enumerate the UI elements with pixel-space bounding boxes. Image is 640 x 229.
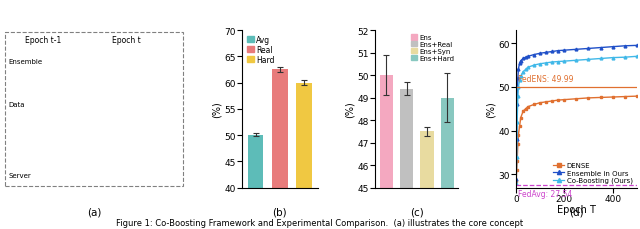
DENSE bbox=[524, 106, 532, 109]
Ensemble in Ours bbox=[633, 45, 640, 48]
Co-Boosting (Ours) bbox=[536, 63, 544, 66]
Y-axis label: (%): (%) bbox=[485, 101, 495, 118]
DENSE bbox=[513, 180, 520, 183]
Co-Boosting (Ours) bbox=[548, 61, 556, 64]
Legend: Avg, Real, Hard: Avg, Real, Hard bbox=[246, 35, 275, 65]
DENSE bbox=[621, 96, 628, 98]
DENSE bbox=[516, 125, 524, 128]
Co-Boosting (Ours) bbox=[561, 60, 568, 63]
Ensemble in Ours bbox=[517, 60, 525, 63]
Text: Epoch t: Epoch t bbox=[112, 36, 141, 45]
DENSE bbox=[542, 101, 550, 104]
Bar bbox=[296, 83, 312, 229]
Line: Ensemble in Ours: Ensemble in Ours bbox=[515, 45, 638, 180]
DENSE bbox=[519, 110, 527, 113]
Ensemble in Ours bbox=[554, 50, 562, 53]
DENSE bbox=[609, 96, 616, 99]
Bar bbox=[440, 98, 454, 229]
Co-Boosting (Ours) bbox=[517, 75, 525, 78]
Co-Boosting (Ours) bbox=[633, 56, 640, 58]
DENSE bbox=[584, 97, 592, 100]
DENSE bbox=[536, 102, 544, 105]
DENSE bbox=[633, 95, 640, 98]
Bar bbox=[272, 70, 288, 229]
Ensemble in Ours bbox=[596, 47, 604, 50]
Line: Co-Boosting (Ours): Co-Boosting (Ours) bbox=[515, 56, 638, 185]
Ensemble in Ours bbox=[519, 58, 527, 61]
Co-Boosting (Ours) bbox=[524, 67, 532, 69]
DENSE bbox=[522, 108, 529, 111]
Ensemble in Ours bbox=[524, 56, 532, 58]
Bar bbox=[380, 76, 393, 229]
Co-Boosting (Ours) bbox=[573, 60, 580, 62]
Ensemble in Ours bbox=[584, 48, 592, 51]
DENSE bbox=[554, 99, 562, 102]
Line: DENSE: DENSE bbox=[515, 95, 638, 183]
DENSE bbox=[530, 104, 538, 106]
DENSE bbox=[513, 169, 520, 172]
Text: Figure 1: Co-Boosting Framework and Experimental Comparison.  (a) illustrates th: Figure 1: Co-Boosting Framework and Expe… bbox=[116, 218, 524, 227]
Y-axis label: (%): (%) bbox=[345, 101, 355, 118]
Ensemble in Ours bbox=[513, 178, 520, 180]
Co-Boosting (Ours) bbox=[596, 58, 604, 61]
Ensemble in Ours bbox=[530, 54, 538, 57]
Ensemble in Ours bbox=[573, 49, 580, 52]
Co-Boosting (Ours) bbox=[513, 156, 520, 159]
Co-Boosting (Ours) bbox=[514, 95, 522, 98]
Text: (a): (a) bbox=[86, 207, 101, 217]
Ensemble in Ours bbox=[514, 77, 522, 80]
Text: (b): (b) bbox=[273, 207, 287, 217]
DENSE bbox=[596, 97, 604, 99]
DENSE bbox=[517, 117, 525, 120]
Ensemble in Ours bbox=[513, 104, 521, 106]
Text: Ensemble: Ensemble bbox=[8, 59, 43, 65]
Ensemble in Ours bbox=[561, 50, 568, 52]
Ensemble in Ours bbox=[609, 46, 616, 49]
Co-Boosting (Ours) bbox=[621, 57, 628, 59]
Text: (c): (c) bbox=[410, 207, 424, 217]
Ensemble in Ours bbox=[536, 53, 544, 55]
Co-Boosting (Ours) bbox=[609, 57, 616, 60]
Bar bbox=[248, 135, 264, 229]
Co-Boosting (Ours) bbox=[542, 62, 550, 65]
Co-Boosting (Ours) bbox=[519, 71, 527, 74]
Ensemble in Ours bbox=[516, 62, 524, 65]
Bar bbox=[400, 89, 413, 229]
Ensemble in Ours bbox=[522, 57, 529, 59]
Text: Epoch t-1: Epoch t-1 bbox=[25, 36, 61, 45]
Bar bbox=[420, 132, 433, 229]
Text: Server: Server bbox=[8, 172, 31, 178]
Co-Boosting (Ours) bbox=[513, 121, 521, 124]
Legend: Ens, Ens+Real, Ens+Syn, Ens+Hard: Ens, Ens+Real, Ens+Syn, Ens+Hard bbox=[410, 34, 455, 63]
Co-Boosting (Ours) bbox=[530, 64, 538, 67]
DENSE bbox=[515, 134, 522, 137]
X-axis label: Epoch T: Epoch T bbox=[557, 204, 596, 214]
Ensemble in Ours bbox=[548, 51, 556, 54]
Co-Boosting (Ours) bbox=[554, 61, 562, 64]
Ensemble in Ours bbox=[513, 139, 520, 141]
Text: FedENS: 49.99: FedENS: 49.99 bbox=[518, 75, 574, 84]
Co-Boosting (Ours) bbox=[522, 69, 529, 71]
DENSE bbox=[514, 143, 522, 146]
Ensemble in Ours bbox=[515, 69, 522, 71]
Text: Data: Data bbox=[8, 101, 25, 107]
Co-Boosting (Ours) bbox=[513, 182, 520, 185]
Co-Boosting (Ours) bbox=[516, 80, 524, 82]
Y-axis label: (%): (%) bbox=[212, 101, 221, 118]
Legend: DENSE, Ensemble in Ours, Co-Boosting (Ours): DENSE, Ensemble in Ours, Co-Boosting (Ou… bbox=[553, 162, 634, 184]
Text: FedAvg: 27.54: FedAvg: 27.54 bbox=[518, 189, 573, 198]
DENSE bbox=[513, 160, 521, 163]
Co-Boosting (Ours) bbox=[515, 86, 522, 89]
Ensemble in Ours bbox=[542, 52, 550, 55]
DENSE bbox=[561, 99, 568, 102]
DENSE bbox=[548, 100, 556, 103]
Co-Boosting (Ours) bbox=[584, 59, 592, 61]
Text: (d): (d) bbox=[569, 207, 584, 217]
Ensemble in Ours bbox=[621, 45, 628, 48]
DENSE bbox=[573, 98, 580, 101]
